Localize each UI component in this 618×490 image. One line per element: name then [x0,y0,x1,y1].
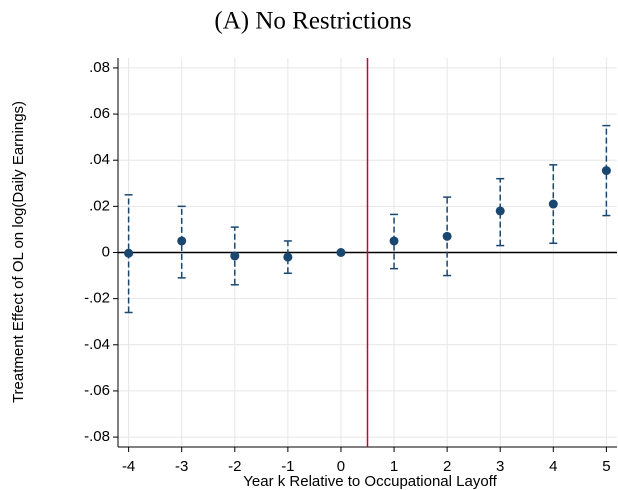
point [601,166,611,176]
x-tick-label: 3 [496,458,504,475]
x-tick-label: 4 [549,458,557,475]
point [336,248,346,257]
point [389,236,399,246]
x-tick-label: 2 [443,458,451,475]
y-tick-label: -.06 [84,382,110,399]
point [230,251,240,261]
point [283,252,293,262]
x-tick-label: 0 [337,458,345,475]
y-tick-label: -.08 [84,428,110,445]
x-tick-label: 5 [602,458,610,475]
x-tick-label: 1 [390,458,398,475]
y-tick-label: .04 [89,151,110,168]
y-tick-label: 0 [102,243,110,260]
point [124,248,134,258]
y-tick-label: .08 [89,59,110,76]
point [548,199,558,209]
y-tick-label: -.02 [84,290,110,307]
y-axis-label: Treatment Effect of OL on log(Daily Earn… [10,101,27,403]
x-tick-label: -4 [122,458,135,475]
y-tick-label: .02 [89,197,110,214]
x-tick-label: -3 [175,458,188,475]
point [177,236,187,246]
chart-title: (A) No Restrictions [214,8,411,35]
x-tick-label: -1 [281,458,294,475]
x-tick-label: -2 [228,458,241,475]
x-axis-label: Year k Relative to Occupational Layoff [243,473,497,490]
point [442,231,452,241]
y-tick-label: .06 [89,105,110,122]
point [495,206,505,216]
y-tick-label: -.04 [84,336,110,353]
